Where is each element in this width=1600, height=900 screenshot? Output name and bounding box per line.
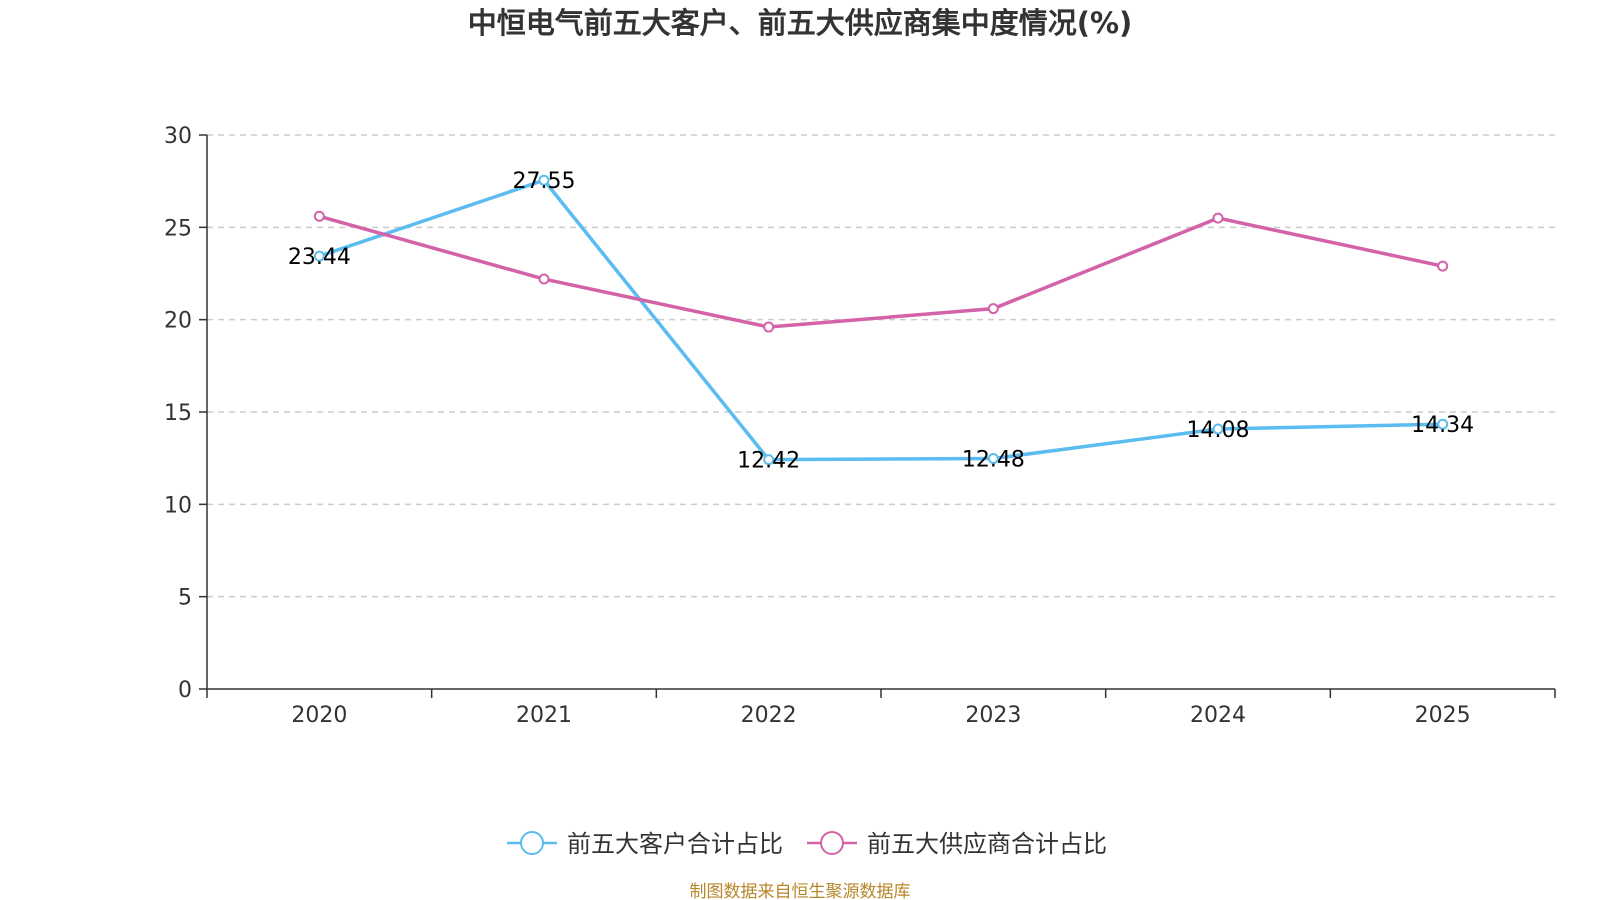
x-tick-label: 2023 (965, 703, 1021, 728)
legend-circle-icon (820, 831, 844, 855)
data-label: 12.42 (737, 449, 800, 474)
series-layer (313, 174, 1449, 466)
data-point (987, 303, 999, 315)
legend-item-1[interactable]: 前五大供应商合计占比 (807, 830, 1107, 858)
x-tick-label: 2020 (291, 703, 347, 728)
data-point (1437, 418, 1449, 430)
y-tick-label: 0 (178, 678, 192, 703)
x-tick-label: 2021 (516, 703, 572, 728)
data-point (538, 174, 550, 186)
data-label: 23.44 (288, 245, 351, 270)
data-label: 14.34 (1411, 413, 1474, 438)
series-line-0 (318, 178, 1443, 462)
data-point (538, 273, 550, 285)
legend-circle-icon (520, 831, 544, 855)
data-label: 12.48 (962, 448, 1025, 473)
y-tick-label: 15 (164, 401, 192, 426)
data-point (987, 453, 999, 465)
x-tick-label: 2025 (1415, 703, 1471, 728)
x-tick-label: 2024 (1190, 703, 1246, 728)
data-point (313, 210, 325, 222)
data-point (1212, 212, 1224, 224)
data-label: 27.55 (513, 169, 576, 194)
data-point (1437, 260, 1449, 272)
x-tick-label: 2022 (741, 703, 797, 728)
source-note: 制图数据来自恒生聚源数据库 (690, 882, 911, 900)
data-point (763, 454, 775, 466)
y-tick-label: 20 (164, 309, 192, 334)
series-line-1 (318, 214, 1444, 329)
chart-title: 中恒电气前五大客户、前五大供应商集中度情况(%) (468, 6, 1133, 40)
grid-lines (207, 134, 1555, 598)
data-point (1212, 423, 1224, 435)
y-tick-label: 10 (164, 493, 192, 518)
legend[interactable]: 前五大客户合计占比 前五大供应商合计占比 (507, 830, 1107, 858)
legend-item-0[interactable]: 前五大客户合计占比 (507, 830, 783, 858)
data-label: 14.08 (1187, 418, 1250, 443)
y-tick-label: 5 (178, 586, 192, 611)
y-tick-label: 30 (164, 124, 192, 149)
data-point (313, 250, 325, 262)
legend-label: 前五大客户合计占比 (567, 830, 783, 858)
legend-label: 前五大供应商合计占比 (867, 830, 1107, 858)
data-point (763, 321, 775, 333)
data-labels: 23.44 27.55 12.42 12.48 14.08 14.34 (288, 169, 1474, 473)
y-tick-label: 25 (164, 216, 192, 241)
